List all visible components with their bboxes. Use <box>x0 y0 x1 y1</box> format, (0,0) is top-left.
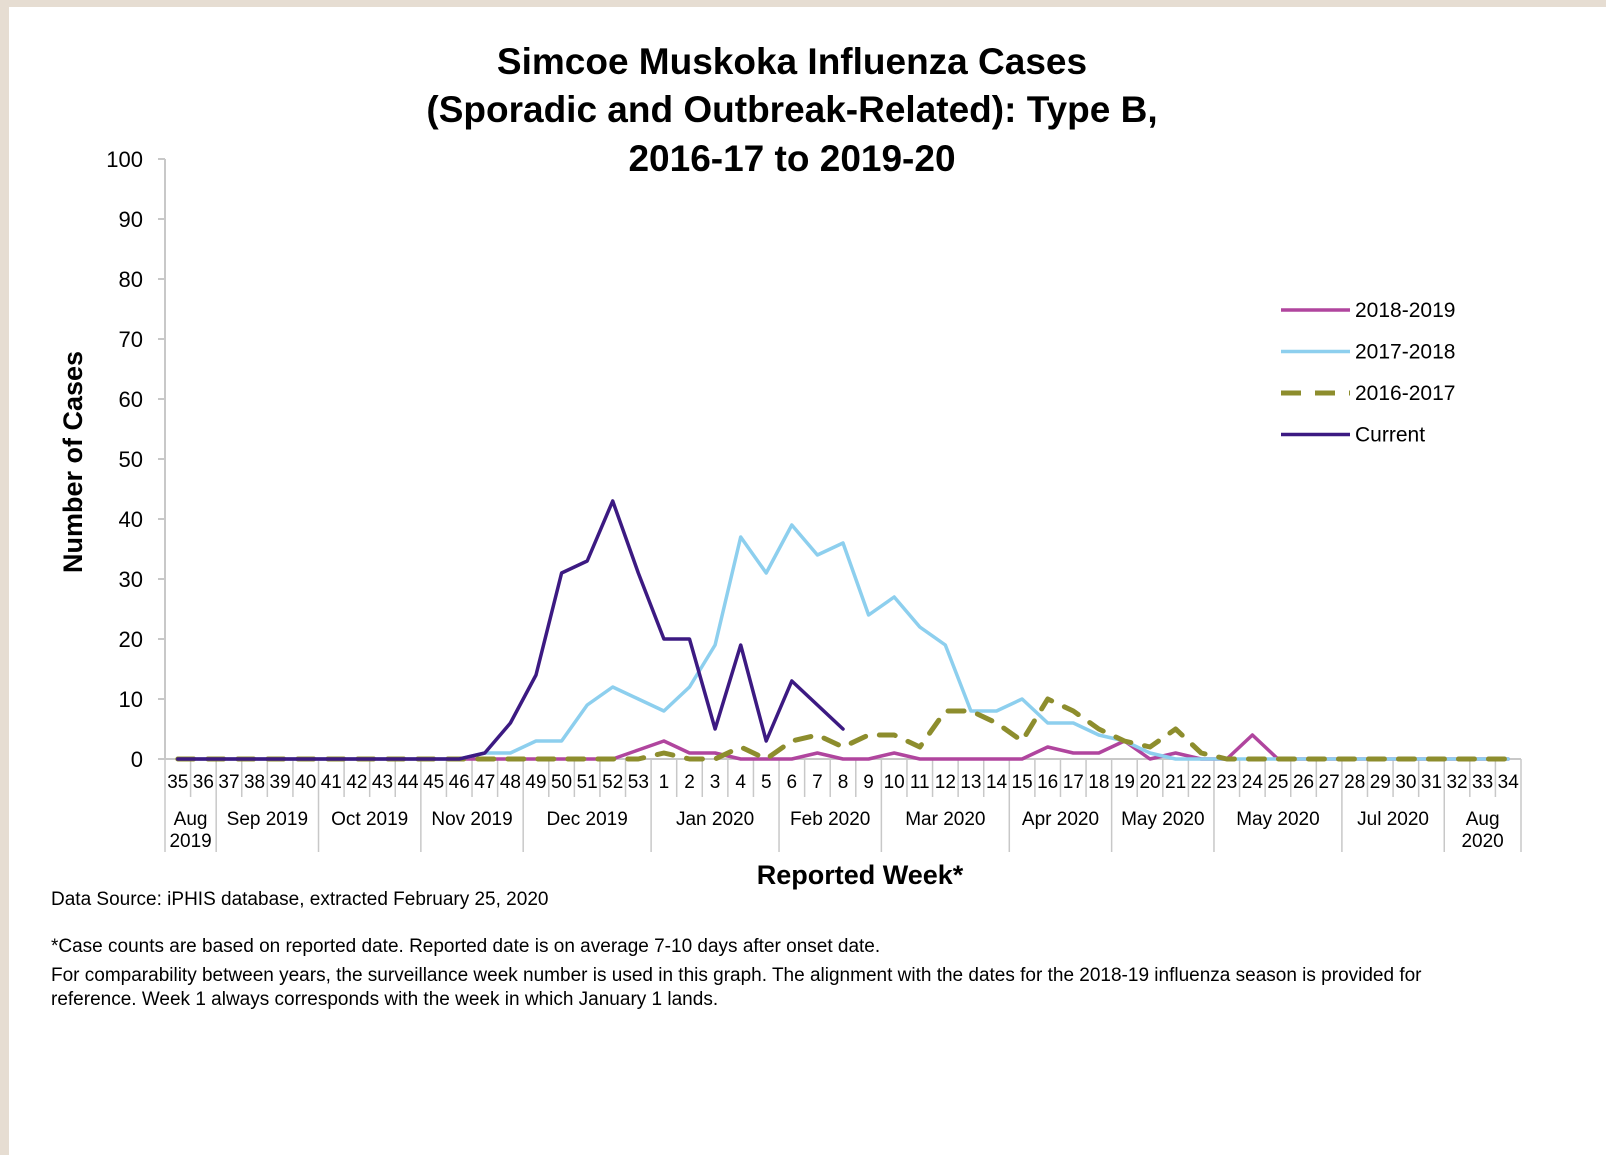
y-tick-label: 40 <box>119 507 143 532</box>
x-tick-label: 49 <box>525 772 546 793</box>
month-label: Apr 2020 <box>1022 809 1099 830</box>
legend-entry: 2018-2019 <box>1355 299 1455 322</box>
x-tick-label: 16 <box>1037 772 1058 793</box>
legend: 2018-2019 2017-2018 2016-2017 Current <box>1281 299 1455 447</box>
x-tick-label: 33 <box>1472 772 1493 793</box>
y-tick-label: 10 <box>119 687 143 712</box>
x-tick-label: 34 <box>1498 772 1520 793</box>
x-tick-label: 24 <box>1242 772 1264 793</box>
y-tick-label: 60 <box>119 387 143 412</box>
month-label: May 2020 <box>1236 809 1319 830</box>
y-tick-label: 0 <box>131 747 143 772</box>
x-tick-label: 4 <box>735 772 746 793</box>
x-tick-label: 22 <box>1191 772 1212 793</box>
x-tick-label: 36 <box>193 772 214 793</box>
y-tick-label: 20 <box>119 627 143 652</box>
y-tick-label: 100 <box>106 147 143 172</box>
x-tick-label: 35 <box>167 772 188 793</box>
x-tick-label: 9 <box>863 772 874 793</box>
footnote-reported-date: *Case counts are based on reported date.… <box>51 936 881 957</box>
y-tick-label: 80 <box>119 267 143 292</box>
x-tick-label: 6 <box>787 772 798 793</box>
x-tick-label: 32 <box>1446 772 1467 793</box>
month-label: Jul 2020 <box>1357 809 1429 830</box>
x-tick-label: 48 <box>500 772 521 793</box>
x-tick-label: 5 <box>761 772 772 793</box>
x-tick-label: 18 <box>1088 772 1109 793</box>
x-tick-label: 50 <box>551 772 572 793</box>
month-label: Aug <box>174 809 208 830</box>
x-tick-label: 44 <box>397 772 419 793</box>
x-tick-label: 37 <box>218 772 239 793</box>
x-tick-label: 2 <box>684 772 695 793</box>
x-tick-label: 8 <box>838 772 849 793</box>
chart-title: Simcoe Muskoka Influenza Cases (Sporadic… <box>426 41 1157 179</box>
month-label: Aug <box>1466 809 1500 830</box>
month-label: Mar 2020 <box>905 809 985 830</box>
month-label: Feb 2020 <box>790 809 870 830</box>
y-tick-label: 70 <box>119 327 143 352</box>
month-label: Nov 2019 <box>431 809 512 830</box>
month-label: May 2020 <box>1121 809 1204 830</box>
x-tick-label: 29 <box>1370 772 1391 793</box>
x-tick-label: 15 <box>1012 772 1033 793</box>
legend-entry: Current <box>1355 424 1425 447</box>
month-label: Oct 2019 <box>331 809 408 830</box>
x-tick-label: 19 <box>1114 772 1135 793</box>
x-tick-label: 17 <box>1063 772 1084 793</box>
x-tick-label: 42 <box>346 772 367 793</box>
x-tick-label: 43 <box>372 772 393 793</box>
series-lines <box>175 499 1511 762</box>
x-tick-label: 39 <box>270 772 291 793</box>
x-tick-label: 26 <box>1293 772 1314 793</box>
data-source-note: Data Source: iPHIS database, extracted F… <box>51 889 549 910</box>
x-tick-label: 10 <box>884 772 905 793</box>
month-label: 2019 <box>169 831 211 852</box>
x-axis-label: Reported Week* <box>757 860 964 890</box>
x-tick-label: 51 <box>577 772 598 793</box>
footnote-comparability: For comparability between years, the sur… <box>51 965 1422 1010</box>
month-label: Dec 2019 <box>546 809 627 830</box>
month-label: 2020 <box>1461 831 1503 852</box>
x-tick-label: 53 <box>628 772 649 793</box>
x-tick-label: 13 <box>960 772 981 793</box>
x-tick-label: 14 <box>986 772 1008 793</box>
x-axis: 35 36 37 38 39 40 41 42 43 44 45 46 47 48 49 50 51 52 53 1 2… <box>164 758 1522 852</box>
x-tick-label: 30 <box>1395 772 1416 793</box>
x-tick-label: 40 <box>295 772 316 793</box>
chart-title-line-1: Simcoe Muskoka Influenza Cases <box>497 41 1087 82</box>
x-tick-label: 47 <box>474 772 495 793</box>
x-tick-label: 21 <box>1165 772 1186 793</box>
y-tick-label: 50 <box>119 447 143 472</box>
x-tick-label: 20 <box>1139 772 1160 793</box>
x-tick-label: 46 <box>449 772 470 793</box>
x-tick-label: 41 <box>321 772 342 793</box>
x-tick-label: 45 <box>423 772 444 793</box>
y-axis-label: Number of Cases <box>58 351 88 573</box>
x-tick-label: 31 <box>1421 772 1442 793</box>
chart-title-line-3: 2016-17 to 2019-20 <box>628 138 955 179</box>
x-tick-label: 28 <box>1344 772 1365 793</box>
x-tick-label: 1 <box>659 772 670 793</box>
x-tick-label: 3 <box>710 772 721 793</box>
x-tick-label: 12 <box>935 772 956 793</box>
legend-entry: 2016-2017 <box>1355 382 1455 405</box>
x-tick-label: 27 <box>1319 772 1340 793</box>
y-tick-label: 30 <box>119 567 143 592</box>
month-label: Sep 2019 <box>227 809 308 830</box>
x-tick-label: 52 <box>602 772 623 793</box>
chart-panel <box>9 7 1606 1155</box>
y-tick-label: 90 <box>119 207 143 232</box>
legend-entry: 2017-2018 <box>1355 341 1455 364</box>
y-axis: 0 10 20 30 40 50 60 70 80 90 100 <box>106 147 166 772</box>
month-label: Jan 2020 <box>676 809 754 830</box>
x-tick-label: 23 <box>1216 772 1237 793</box>
x-tick-label: 25 <box>1267 772 1288 793</box>
x-tick-label: 7 <box>812 772 823 793</box>
x-tick-label: 11 <box>910 772 930 793</box>
chart-title-line-2: (Sporadic and Outbreak-Related): Type B, <box>426 89 1157 130</box>
x-tick-label: 38 <box>244 772 265 793</box>
series-line-2017-2018 <box>176 523 1510 761</box>
